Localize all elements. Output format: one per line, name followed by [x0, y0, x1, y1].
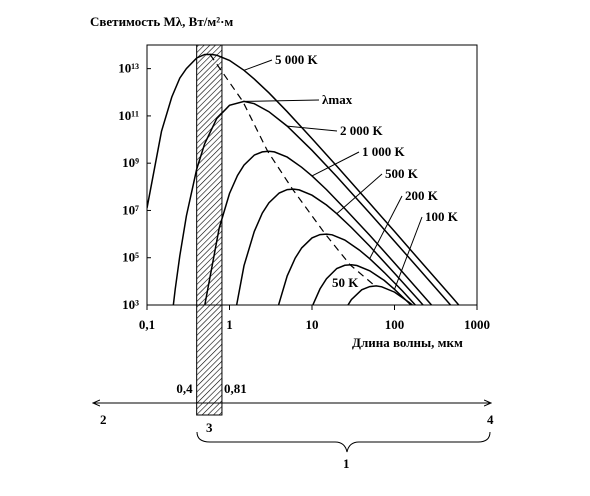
x-tick-label: 1: [226, 317, 233, 332]
curve-label: 200 K: [405, 188, 439, 203]
x-axis-label: Длина волны, мкм: [352, 335, 463, 350]
x-tick-label: 0,1: [139, 317, 155, 332]
curve-label: 500 K: [385, 166, 419, 181]
curve: [204, 150, 433, 305]
y-tick-label: 10³: [122, 297, 139, 312]
curve-label: 50 K: [332, 275, 359, 290]
curve-label: 5 000 K: [275, 52, 319, 67]
curve-label: 100 K: [425, 209, 459, 224]
annotation: 1: [343, 456, 350, 471]
band-label: 0,4: [176, 381, 193, 396]
chart-title: Светимость Mλ, Вт/м²·м: [90, 14, 233, 29]
y-tick-label: 10¹¹: [118, 108, 139, 123]
curve: [172, 100, 452, 305]
curve-label: 2 000 K: [340, 123, 384, 138]
y-tick-label: 10⁹: [122, 155, 139, 170]
annotation: 4: [487, 412, 494, 427]
visible-band: [196, 44, 223, 416]
curve-label: λmax: [322, 92, 353, 107]
x-tick-label: 10: [306, 317, 319, 332]
curves: [147, 53, 460, 305]
x-tick-label: 100: [385, 317, 405, 332]
annotation: 3: [206, 420, 213, 435]
y-tick-label: 10⁵: [122, 250, 139, 265]
band-label: 0,81: [224, 381, 247, 396]
leader-line: [243, 59, 273, 71]
curve: [209, 54, 376, 287]
curve: [147, 53, 460, 305]
brace: [196, 431, 491, 453]
leader-line: [287, 125, 338, 132]
leader-line: [242, 99, 320, 102]
x-tick-label: 1000: [464, 317, 490, 332]
curve: [312, 264, 412, 305]
leader-line: [311, 151, 360, 177]
y-tick-label: 10¹³: [118, 61, 139, 76]
annotation: 2: [100, 412, 107, 427]
curve: [277, 233, 417, 305]
curve: [347, 285, 414, 305]
curve: [235, 188, 425, 305]
y-tick-label: 10⁷: [122, 202, 139, 217]
curve-label: 1 000 K: [362, 144, 406, 159]
leader-line: [369, 195, 403, 259]
leader-line: [394, 216, 423, 290]
leader-line: [336, 173, 383, 215]
